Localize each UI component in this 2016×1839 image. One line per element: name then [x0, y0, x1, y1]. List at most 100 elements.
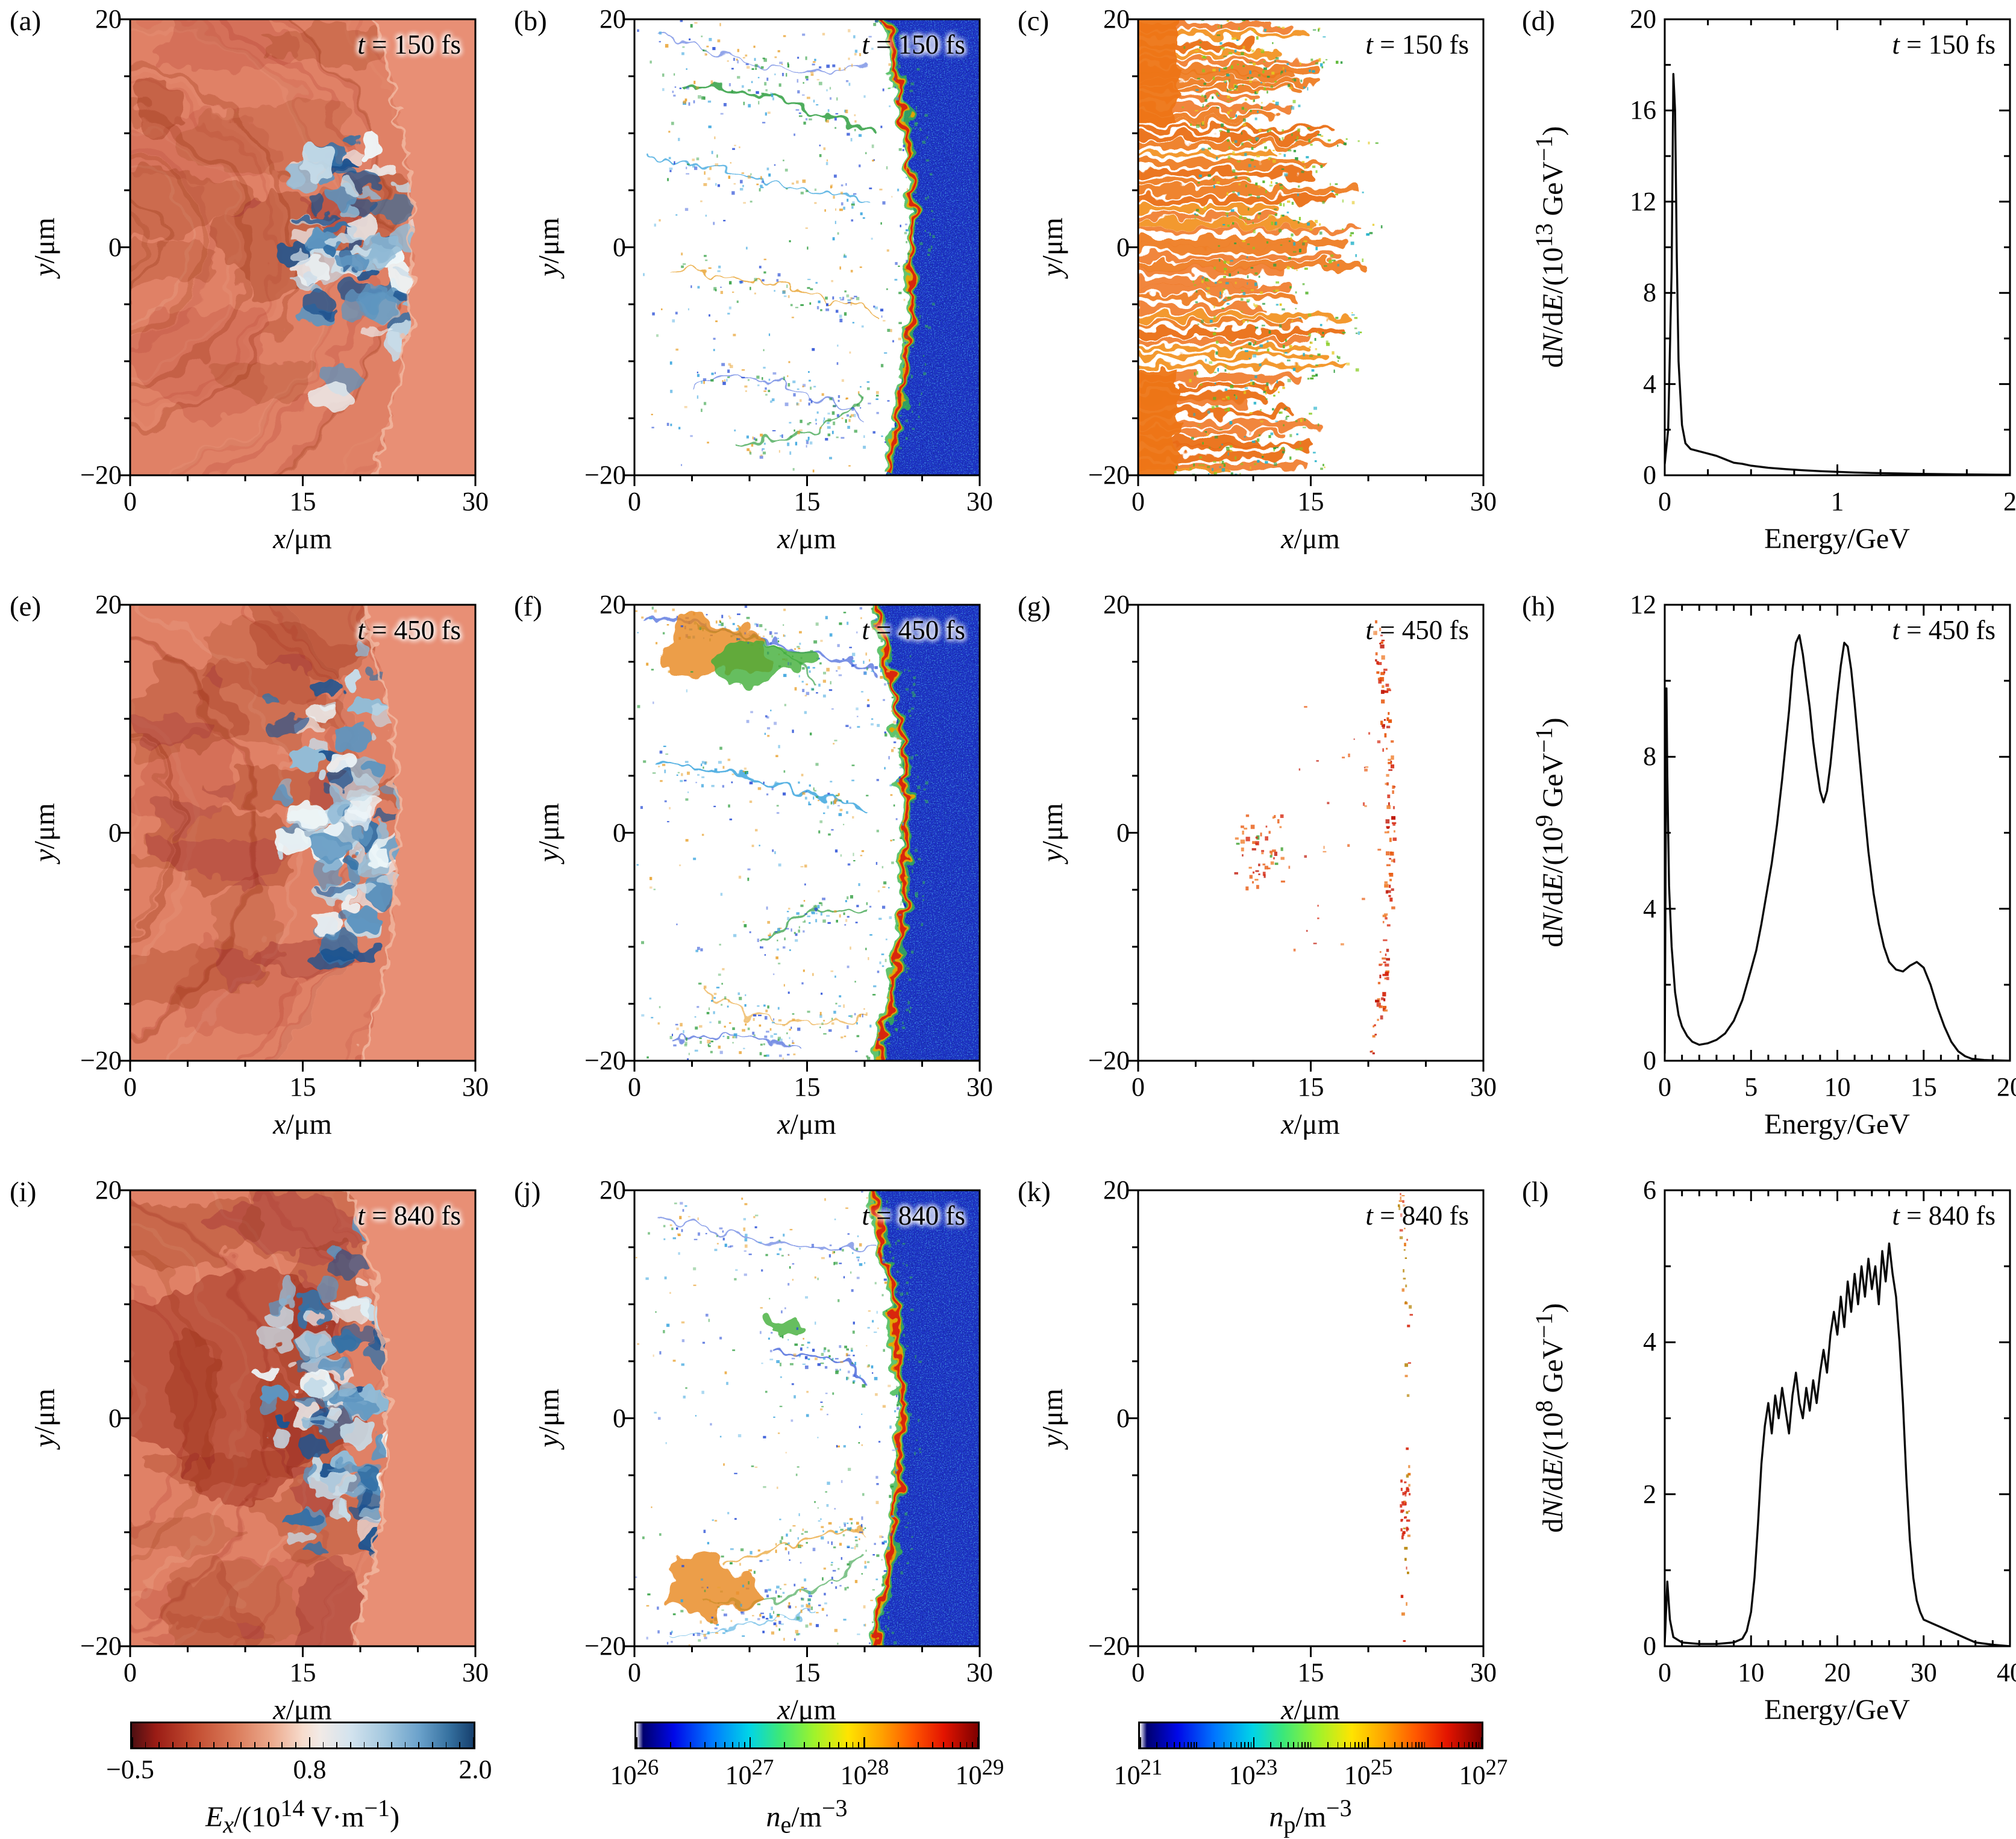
- colorbar-tick-label: 0.8: [293, 1754, 326, 1785]
- x-tick-label: 20: [1824, 1657, 1851, 1688]
- x-tick-label: 30: [966, 1072, 993, 1102]
- x-axis-label: x/μm: [1281, 1108, 1340, 1141]
- x-tick-label: 40: [1997, 1657, 2016, 1688]
- x-tick-label: 0: [124, 486, 137, 517]
- x-axis-label: x/μm: [777, 522, 836, 555]
- y-tick-label: 20: [1103, 589, 1130, 620]
- y-tick-label: 20: [599, 4, 626, 34]
- x-tick-label: 20: [1997, 1072, 2016, 1102]
- y-tick-label: 20: [95, 1175, 122, 1205]
- electron-density-heatmap: t = 840 fs: [634, 1190, 980, 1646]
- y-tick-label: 0: [613, 1403, 626, 1434]
- proton-density-heatmap: t = 150 fs: [1138, 19, 1483, 475]
- energy-spectrum-plot: t = 150 fs: [1665, 19, 2010, 475]
- time-annotation: t = 150 fs: [1892, 29, 1996, 60]
- heatmap-image: [130, 19, 475, 475]
- x-tick-label: 15: [1298, 1072, 1324, 1102]
- colorbar-tick-label: −0.5: [106, 1754, 154, 1785]
- time-annotation: t = 840 fs: [862, 1200, 965, 1231]
- ex-field-heatmap: t = 450 fs: [130, 605, 475, 1061]
- y-tick-label: −20: [1088, 1045, 1130, 1076]
- heatmap-image: [634, 19, 980, 475]
- np-colorbar-gradient: [1138, 1722, 1483, 1749]
- colorbar-tick-label: 1023: [1229, 1754, 1278, 1791]
- spectrum-line: [1665, 1190, 2010, 1646]
- colorbar-tick-label: 1027: [1459, 1754, 1508, 1791]
- y-tick-label: −20: [584, 1631, 626, 1661]
- ex-field-heatmap: t = 840 fs: [130, 1190, 475, 1646]
- x-tick-label: 0: [1658, 1072, 1671, 1102]
- y-tick-label: 0: [1643, 1631, 1656, 1661]
- heatmap-image: [1138, 1190, 1483, 1646]
- ne-colorbar-label: ne/m−3: [766, 1794, 848, 1839]
- x-tick-label: 30: [462, 1072, 489, 1102]
- colorbar-tick-label: 1029: [956, 1754, 1004, 1791]
- y-tick-label: 0: [1116, 232, 1130, 263]
- y-tick-label: 20: [599, 1175, 626, 1205]
- time-annotation: t = 840 fs: [1892, 1200, 1996, 1231]
- x-axis-label: Energy/GeV: [1764, 522, 1910, 555]
- y-tick-label: −20: [80, 460, 122, 490]
- y-tick-label: 16: [1630, 95, 1656, 125]
- time-annotation: t = 840 fs: [357, 1200, 461, 1231]
- y-tick-label: 2: [1643, 1479, 1656, 1510]
- x-tick-label: 2: [2003, 486, 2016, 517]
- y-tick-labels: 20 0 −20: [1008, 585, 1130, 1171]
- x-tick-label: 10: [1738, 1657, 1764, 1688]
- y-tick-label: 0: [108, 232, 122, 263]
- colorbar-tick-label: 1025: [1344, 1754, 1393, 1791]
- x-tick-label: 0: [1658, 486, 1671, 517]
- y-tick-label: 0: [1643, 1045, 1656, 1076]
- x-tick-label: 30: [1470, 1072, 1497, 1102]
- proton-density-heatmap: t = 450 fs: [1138, 605, 1483, 1061]
- energy-spectrum-plot: t = 450 fs: [1665, 605, 2010, 1061]
- x-tick-label: 0: [1132, 1657, 1145, 1688]
- x-tick-label: 15: [1298, 486, 1324, 517]
- x-tick-label: 30: [966, 486, 993, 517]
- y-tick-label: 20: [95, 589, 122, 620]
- x-axis-label: Energy/GeV: [1764, 1693, 1910, 1726]
- y-tick-label: 0: [1643, 460, 1656, 490]
- heatmap-image: [130, 1190, 475, 1646]
- y-tick-label: 20: [1630, 4, 1656, 34]
- colorbar-tick-label: 1027: [725, 1754, 774, 1791]
- y-tick-label: 0: [108, 1403, 122, 1434]
- energy-spectrum-plot: t = 840 fs: [1665, 1190, 2010, 1646]
- heatmap-image: [634, 1190, 980, 1646]
- heatmap-image: [1138, 605, 1483, 1061]
- y-tick-label: 20: [95, 4, 122, 34]
- x-tick-label: 10: [1824, 1072, 1851, 1102]
- time-annotation: t = 150 fs: [1365, 29, 1469, 60]
- y-tick-label: 0: [1116, 817, 1130, 848]
- x-tick-label: 0: [1658, 1657, 1671, 1688]
- x-tick-label: 0: [628, 1072, 641, 1102]
- y-tick-label: 20: [599, 589, 626, 620]
- np-colorbar-label: np/m−3: [1269, 1794, 1351, 1839]
- y-tick-label: 6: [1643, 1175, 1656, 1205]
- y-tick-label: 8: [1643, 277, 1656, 308]
